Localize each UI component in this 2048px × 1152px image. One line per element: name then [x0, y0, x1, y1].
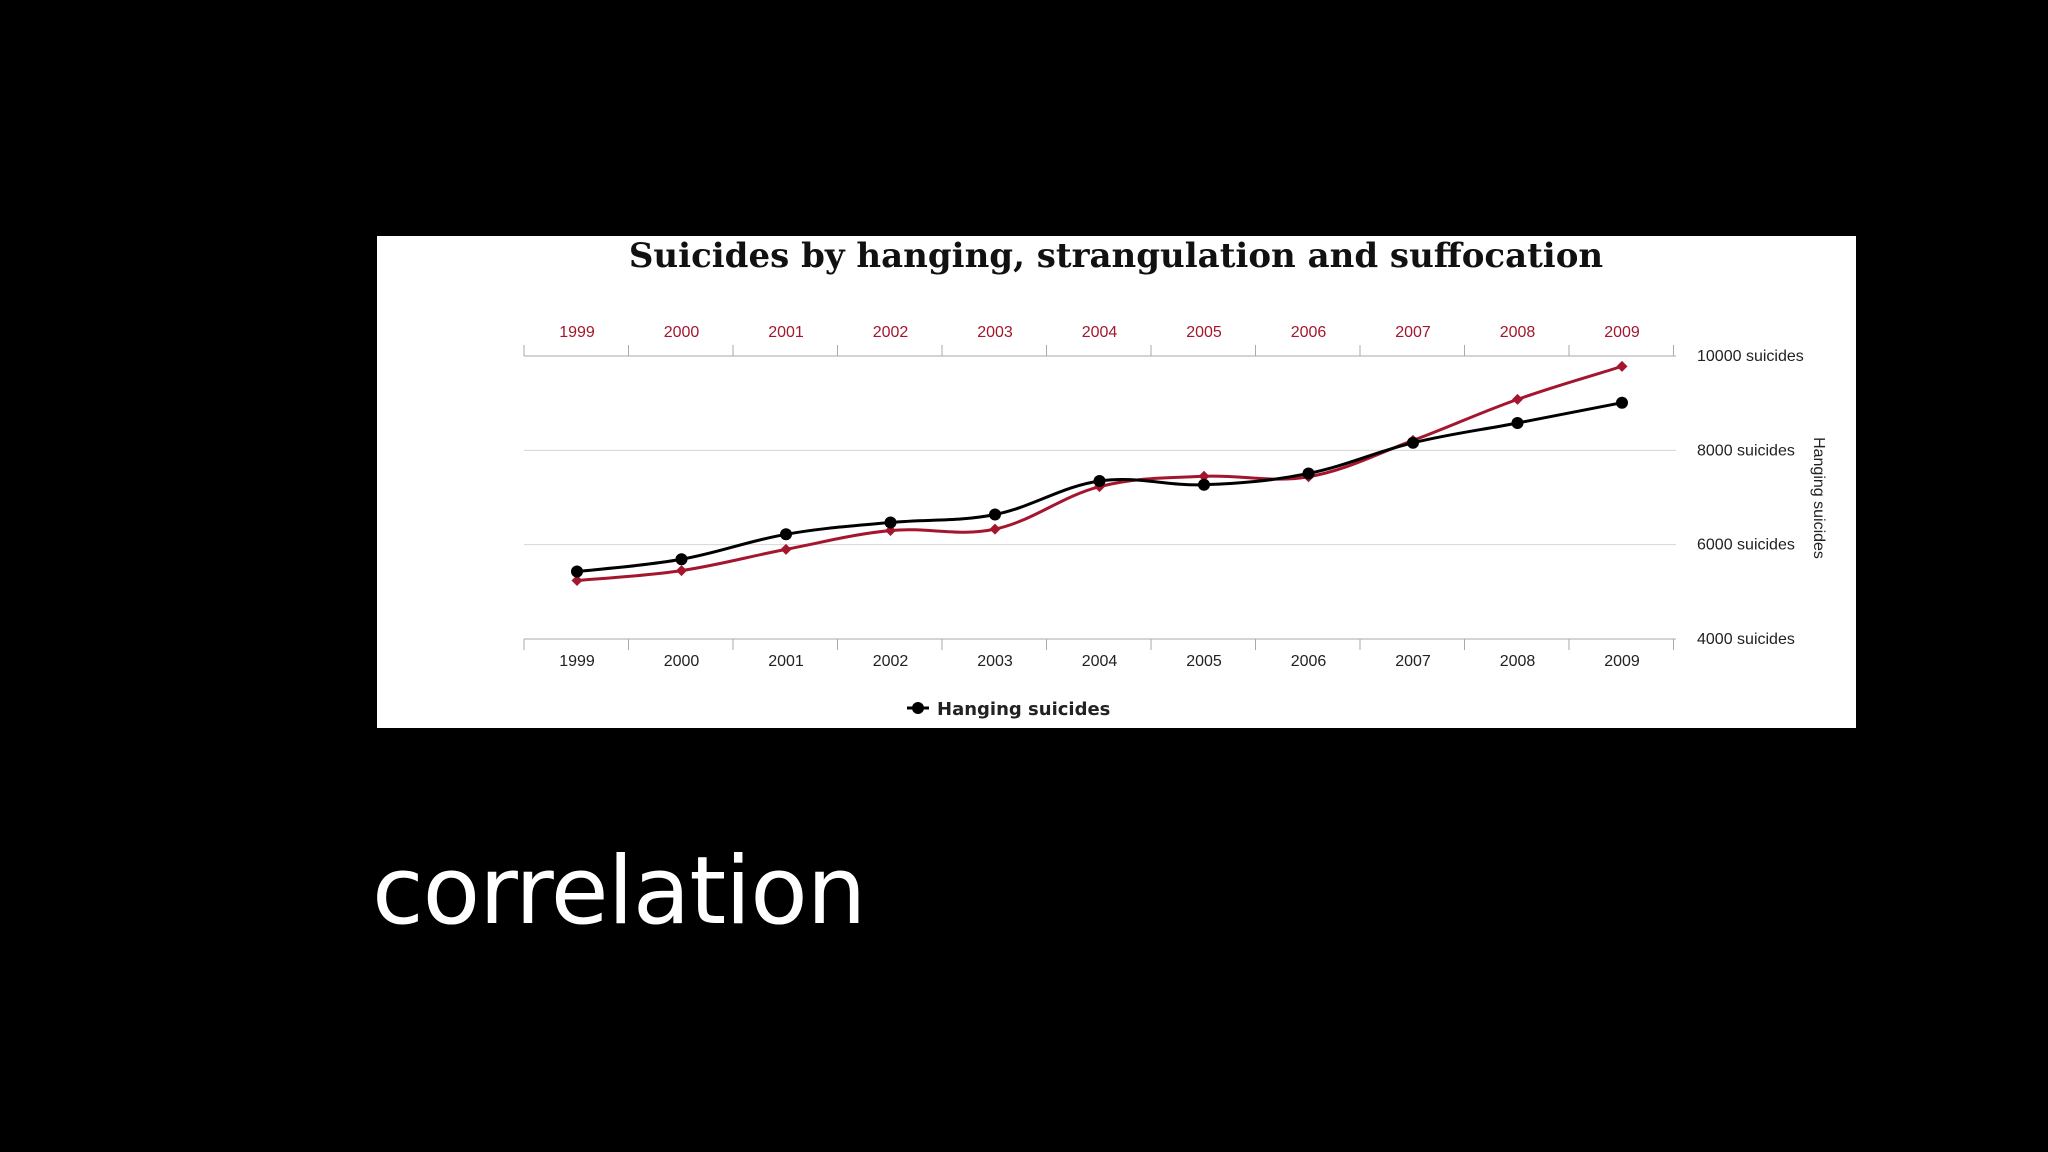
top-x-tick-label: 1999: [559, 324, 595, 341]
series-hanging-suicides-point: [989, 508, 1001, 521]
grid-lines: [524, 449, 1676, 546]
top-x-tick-label: 2009: [1604, 324, 1640, 341]
top-x-tick-label: 2003: [977, 324, 1013, 341]
series-1-point: [571, 575, 583, 587]
top-x-tick-label: 2001: [768, 324, 804, 341]
series-1-point: [676, 565, 687, 577]
top-x-tick-label: 2008: [1500, 324, 1536, 341]
top-x-tick-label: 2006: [1291, 324, 1327, 341]
bottom-x-tick-label: 2008: [1500, 653, 1536, 670]
y-tick-label: 4000 suicides: [1697, 631, 1795, 648]
legend[interactable]: Hanging suicides: [907, 699, 1110, 720]
series-hanging-suicides-point: [1407, 436, 1419, 449]
line-chart: Suicides by hanging, strangulation and s…: [523, 236, 1827, 720]
bottom-x-tick-label: 2006: [1291, 653, 1327, 670]
top-x-tick-label: 2007: [1395, 324, 1431, 341]
bottom-x-tick-label: 2003: [977, 653, 1013, 670]
bottom-x-tick-label: 2007: [1395, 653, 1431, 670]
series-layer: [571, 360, 1628, 587]
bottom-x-tick-label: 2009: [1604, 653, 1640, 670]
series-hanging-suicides-point: [1198, 478, 1210, 491]
series-hanging-suicides-point: [1093, 474, 1106, 487]
series-1-line: [576, 364, 1623, 583]
series-1-point: [1198, 470, 1210, 482]
series-hanging-suicides-point: [780, 528, 792, 541]
top-x-tick-label: 2005: [1186, 324, 1222, 341]
y-tick-label: 10000 suicides: [1697, 348, 1804, 365]
chart-title: Suicides by hanging, strangulation and s…: [629, 236, 1603, 276]
y-tick-label: 8000 suicides: [1697, 442, 1795, 459]
legend-label: Hanging suicides: [937, 699, 1110, 720]
series-hanging-suicides-point: [884, 516, 897, 529]
axes: 4000 suicides 6000 suicides 8000 suicides 1…: [523, 324, 1827, 670]
slide-caption: correlation: [372, 837, 866, 946]
bottom-x-tick-label: 2002: [873, 653, 909, 670]
top-x-tick-label: 2000: [664, 324, 700, 341]
series-hanging-suicides-point: [1302, 467, 1315, 480]
bottom-x-tick-label: 2004: [1082, 653, 1118, 670]
legend-marker: [912, 702, 924, 714]
series-1-point: [1616, 360, 1628, 372]
top-x-tick-label: 2002: [873, 324, 909, 341]
series-1-point: [1512, 393, 1523, 405]
chart-panel: Suicides by hanging, strangulation and s…: [377, 236, 1856, 728]
top-x-tick-label: 2004: [1082, 324, 1118, 341]
series-1-point: [780, 543, 792, 555]
bottom-x-tick-label: 2001: [768, 653, 804, 670]
series-hanging-suicides-point: [675, 553, 688, 566]
bottom-x-tick-label: 2000: [664, 653, 700, 670]
series-hanging-suicides-point: [571, 565, 583, 578]
bottom-x-tick-label: 2005: [1186, 653, 1222, 670]
series-1-point: [989, 523, 1001, 535]
y-axis-title: Hanging suicides: [1810, 437, 1827, 559]
series-hanging-suicides-point: [1616, 396, 1628, 409]
y-tick-label: 6000 suicides: [1697, 537, 1795, 554]
series-hanging-suicides-point: [1511, 416, 1524, 429]
bottom-x-tick-label: 1999: [559, 653, 595, 670]
